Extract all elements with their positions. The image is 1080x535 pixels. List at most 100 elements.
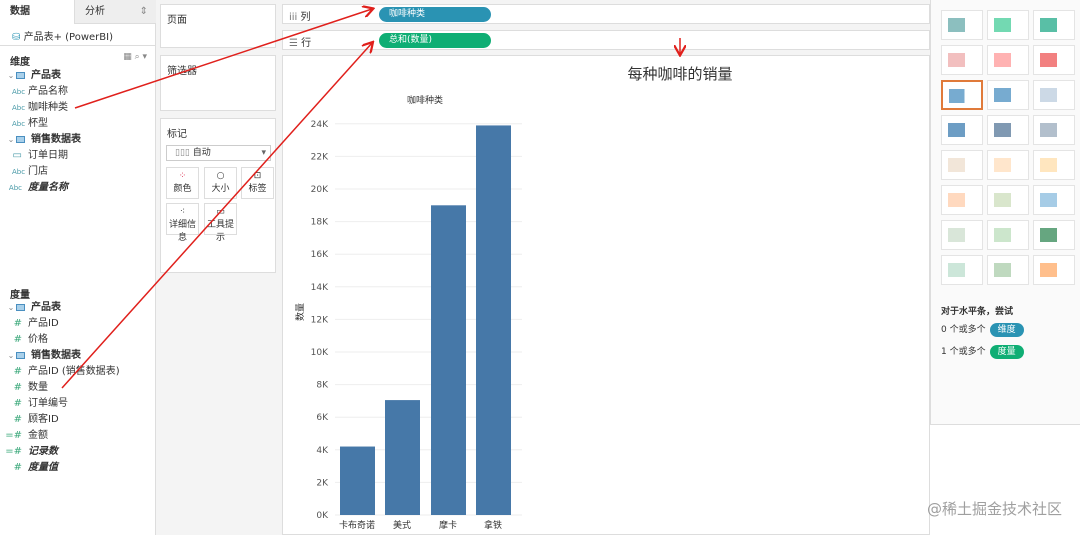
chart-type-thumbnail[interactable] xyxy=(1033,150,1075,180)
string-icon: Abc xyxy=(12,168,26,176)
chart-type-thumbnail[interactable] xyxy=(1033,185,1075,215)
chart-type-icon xyxy=(1040,228,1068,242)
chart-type-thumbnail[interactable] xyxy=(941,10,983,40)
y-tick-label: 18K xyxy=(311,218,329,228)
chart-type-thumbnail[interactable] xyxy=(1033,255,1075,285)
field-item[interactable]: # 顾客ID xyxy=(0,413,59,427)
calendar-icon: ▭ xyxy=(12,150,22,161)
chart-title: 每种咖啡的销量 xyxy=(627,65,732,83)
rows-pill[interactable]: 总和(数量) xyxy=(379,33,491,48)
string-icon: Abc xyxy=(12,88,26,96)
field-item[interactable]: # 数量 xyxy=(0,381,48,395)
field-item[interactable]: =# 记录数 xyxy=(0,445,58,459)
chart-type-thumbnail[interactable] xyxy=(987,150,1029,180)
chart-type-thumbnail[interactable] xyxy=(987,45,1029,75)
chart-type-icon xyxy=(994,158,1022,172)
x-category-label: 拿铁 xyxy=(484,519,502,531)
table-node[interactable]: ⌄ 产品表 xyxy=(6,69,61,83)
database-icon: ⛁ xyxy=(12,32,21,43)
chart-type-icon xyxy=(994,18,1022,32)
bar[interactable] xyxy=(385,400,420,515)
bar[interactable] xyxy=(476,125,511,516)
chart-type-icon xyxy=(948,263,976,277)
field-label: 杯型 xyxy=(28,118,48,129)
chart-type-thumbnail[interactable] xyxy=(1033,220,1075,250)
caret-icon: ⌄ xyxy=(7,135,15,144)
chart-type-thumbnail[interactable] xyxy=(941,255,983,285)
field-item[interactable]: Abc 杯型 xyxy=(0,117,48,131)
field-label: 产品ID xyxy=(28,318,59,329)
table-node[interactable]: ⌄ 销售数据表 xyxy=(6,349,81,363)
field-label: 顾客ID xyxy=(28,414,59,425)
chart-type-icon xyxy=(1040,193,1068,207)
table-node[interactable]: ⌄ 销售数据表 xyxy=(6,133,81,147)
measure-requirement: 1 个或多个 度量 xyxy=(941,344,1024,359)
column-header: 咖啡种类 xyxy=(407,94,443,106)
chart-type-icon xyxy=(948,18,976,32)
field-label: 记录数 xyxy=(28,446,58,457)
field-label: 价格 xyxy=(28,334,48,345)
mea-req-text: 1 个或多个 xyxy=(941,347,986,357)
chart-type-thumbnail[interactable] xyxy=(1033,45,1075,75)
field-label: 产品表 xyxy=(31,302,61,313)
chart-type-thumbnail[interactable] xyxy=(987,255,1029,285)
caret-icon: ⌄ xyxy=(7,71,15,80)
y-tick-label: 10K xyxy=(311,348,329,358)
field-item[interactable]: ▭ 订单日期 xyxy=(0,149,68,163)
chart-type-icon xyxy=(994,263,1022,277)
bar[interactable] xyxy=(431,205,466,516)
columns-shelf[interactable]: iii 列 咖啡种类 xyxy=(282,4,930,24)
chart-type-icon xyxy=(948,193,976,207)
chart-type-icon xyxy=(948,53,976,67)
chart-type-thumbnail[interactable] xyxy=(1033,80,1075,110)
number-icon: # xyxy=(13,398,22,409)
x-category-label: 摩卡 xyxy=(439,519,457,531)
chart-type-icon xyxy=(994,123,1022,137)
columns-pill[interactable]: 咖啡种类 xyxy=(379,7,491,22)
table-node[interactable]: ⌄ 产品表 xyxy=(6,301,61,315)
chart-type-thumbnail[interactable] xyxy=(987,185,1029,215)
measure-pill: 度量 xyxy=(989,345,1024,359)
y-tick-label: 20K xyxy=(311,185,329,195)
chart-type-thumbnail[interactable] xyxy=(987,115,1029,145)
field-label: 咖啡种类 xyxy=(28,102,68,113)
field-item[interactable]: Abc 咖啡种类 xyxy=(0,101,68,115)
bar[interactable] xyxy=(340,446,375,515)
chart-type-thumbnail[interactable] xyxy=(1033,115,1075,145)
chart-type-icon xyxy=(1040,18,1068,32)
field-item[interactable]: # 价格 xyxy=(0,333,48,347)
chart-type-icon xyxy=(948,123,976,137)
table-icon xyxy=(16,303,25,311)
field-item[interactable]: # 订单编号 xyxy=(0,397,68,411)
y-tick-label: 14K xyxy=(311,283,329,293)
chart-type-thumbnail[interactable] xyxy=(1033,10,1075,40)
tab-data[interactable]: 数据 xyxy=(0,0,74,24)
chart-type-thumbnail[interactable] xyxy=(987,80,1029,110)
y-tick-label: 2K xyxy=(316,478,329,488)
field-item[interactable]: Abc 度量名称 xyxy=(0,181,68,195)
field-item[interactable]: # 产品ID xyxy=(0,317,59,331)
chart-type-icon xyxy=(994,193,1022,207)
field-item[interactable]: Abc 门店 xyxy=(0,165,48,179)
chart-type-thumbnail[interactable] xyxy=(941,45,983,75)
caret-icon: ⌄ xyxy=(7,303,15,312)
chart-type-thumbnail[interactable] xyxy=(941,80,983,110)
chart-type-thumbnail[interactable] xyxy=(941,115,983,145)
chart-type-thumbnail[interactable] xyxy=(941,150,983,180)
field-item[interactable]: # 度量值 xyxy=(0,461,58,475)
field-label: 销售数据表 xyxy=(31,134,81,145)
chart-type-thumbnail[interactable] xyxy=(987,10,1029,40)
y-tick-label: 12K xyxy=(311,315,329,325)
field-item[interactable]: =# 金额 xyxy=(0,429,48,443)
x-category-label: 卡布奇诺 xyxy=(339,519,375,531)
chart-type-icon xyxy=(994,228,1022,242)
datasource[interactable]: ⛁ 产品表+ (PowerBI) xyxy=(12,28,113,43)
chart-type-thumbnail[interactable] xyxy=(941,220,983,250)
y-tick-label: 16K xyxy=(311,250,329,260)
y-tick-label: 24K xyxy=(311,120,329,130)
chart-type-icon xyxy=(949,89,975,103)
chart-type-thumbnail[interactable] xyxy=(941,185,983,215)
field-item[interactable]: Abc 产品名称 xyxy=(0,85,68,99)
field-label: 销售数据表 xyxy=(31,350,81,361)
chart-type-thumbnail[interactable] xyxy=(987,220,1029,250)
